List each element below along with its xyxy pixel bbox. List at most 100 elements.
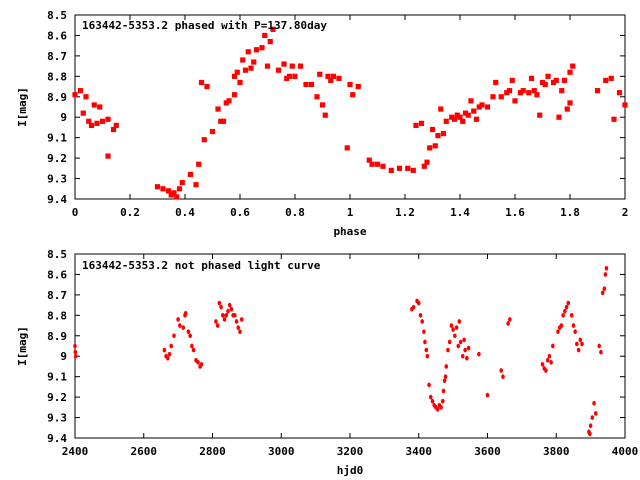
data-point — [449, 323, 454, 328]
data-point — [188, 333, 192, 339]
x-tick-label: 3200 — [337, 445, 364, 458]
data-point — [224, 312, 229, 318]
y-tick-label: 9.4 — [47, 432, 67, 445]
data-point — [240, 57, 246, 63]
data-point — [424, 347, 429, 353]
data-point — [303, 81, 309, 88]
data-point — [442, 378, 447, 384]
data-point — [563, 308, 567, 314]
data-point — [176, 317, 180, 322]
data-point — [517, 90, 524, 96]
data-point — [616, 90, 623, 96]
data-points — [73, 265, 609, 437]
x-axis-ticks: 0 0.2 0.4 0.6 0.8 1 1.2 1.4 1.6 1.8 2 — [72, 15, 628, 219]
data-point — [599, 349, 603, 355]
data-point — [325, 73, 331, 79]
y-tick-label: 9.1 — [47, 132, 67, 145]
data-point — [539, 79, 546, 86]
data-point — [72, 92, 78, 98]
data-point — [504, 90, 510, 96]
data-point — [237, 79, 243, 86]
data-point — [465, 355, 469, 361]
data-point — [465, 112, 471, 118]
data-point — [227, 302, 232, 308]
data-point — [355, 83, 361, 90]
data-point — [485, 392, 490, 398]
data-point — [297, 63, 304, 69]
data-point — [477, 351, 481, 357]
y-tick-label: 8.6 — [47, 268, 67, 281]
data-point — [476, 104, 482, 110]
y-tick-label: 8.8 — [47, 70, 67, 83]
data-point — [222, 317, 227, 322]
x-tick-label: 3000 — [268, 445, 295, 458]
y-tick-label: 9.3 — [47, 173, 67, 186]
data-point — [454, 112, 460, 118]
data-point — [168, 192, 174, 198]
x-tick-label: 0.6 — [230, 206, 250, 219]
data-point — [462, 337, 466, 343]
data-point — [446, 347, 450, 353]
data-point — [569, 312, 574, 318]
data-point — [231, 73, 238, 79]
data-point — [226, 308, 230, 314]
data-point — [369, 161, 375, 167]
data-point — [512, 98, 518, 104]
data-point — [410, 167, 416, 173]
data-point — [73, 343, 77, 349]
data-point — [245, 49, 251, 55]
data-point — [428, 394, 433, 400]
data-point — [336, 75, 342, 81]
data-point — [460, 353, 465, 359]
y-tick-label: 8.8 — [47, 309, 67, 322]
data-point — [217, 300, 222, 306]
data-point — [388, 167, 394, 173]
data-point — [427, 382, 431, 388]
data-point — [435, 407, 440, 412]
data-point — [162, 347, 167, 353]
data-point — [528, 75, 535, 81]
data-point — [344, 145, 350, 151]
data-point — [196, 161, 202, 167]
data-point — [215, 323, 220, 328]
data-point — [420, 319, 424, 324]
data-point — [183, 310, 188, 316]
data-point — [172, 333, 176, 339]
data-point — [490, 94, 496, 100]
data-point — [165, 188, 172, 194]
data-point — [590, 415, 595, 420]
data-point — [556, 114, 562, 120]
data-point — [597, 343, 602, 349]
data-point — [441, 398, 445, 404]
data-point — [471, 108, 477, 114]
data-point — [94, 120, 100, 126]
data-point — [506, 321, 510, 326]
data-point — [454, 325, 459, 330]
data-point — [231, 92, 238, 98]
data-point — [234, 319, 239, 324]
data-point — [308, 81, 315, 88]
data-point — [83, 94, 89, 100]
data-point — [567, 69, 573, 75]
data-point — [451, 116, 458, 122]
data-point — [169, 343, 174, 349]
data-point — [542, 81, 548, 88]
data-point — [421, 163, 427, 169]
x-tick-label: 1.6 — [505, 206, 525, 219]
data-point — [88, 122, 95, 128]
x-tick-label: 1.8 — [560, 206, 580, 219]
data-point — [457, 114, 463, 120]
data-point — [196, 360, 200, 365]
data-point — [86, 118, 92, 124]
data-point — [544, 368, 548, 373]
y-tick-label: 9.2 — [47, 391, 67, 404]
data-point — [73, 349, 78, 355]
data-point — [171, 190, 177, 196]
data-point — [91, 102, 97, 108]
x-tick-label: 0.8 — [285, 206, 305, 219]
x-tick-label: 3600 — [474, 445, 501, 458]
data-point — [468, 98, 474, 104]
data-point — [537, 112, 543, 118]
chart-title: 163442-5353.2 not phased light curve — [82, 259, 321, 272]
data-point — [215, 106, 221, 112]
